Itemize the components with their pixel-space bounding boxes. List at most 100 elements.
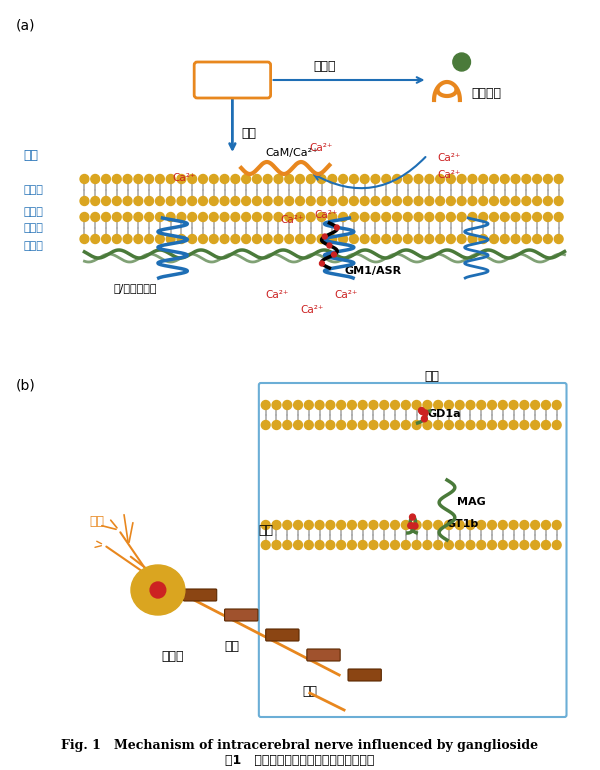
Text: CaM/Ca²⁺: CaM/Ca²⁺ bbox=[266, 148, 319, 158]
Circle shape bbox=[500, 175, 509, 183]
Circle shape bbox=[360, 175, 369, 183]
Circle shape bbox=[253, 213, 261, 222]
Text: PK II: PK II bbox=[214, 73, 250, 87]
Circle shape bbox=[328, 196, 337, 206]
Circle shape bbox=[80, 175, 89, 183]
Circle shape bbox=[466, 420, 475, 430]
Circle shape bbox=[542, 420, 550, 430]
Text: MAG: MAG bbox=[457, 497, 485, 507]
Circle shape bbox=[339, 235, 347, 243]
Circle shape bbox=[466, 521, 475, 530]
Circle shape bbox=[177, 175, 186, 183]
Circle shape bbox=[554, 175, 563, 183]
Text: Ca²⁺: Ca²⁺ bbox=[310, 143, 333, 153]
Circle shape bbox=[261, 541, 270, 550]
Circle shape bbox=[358, 541, 367, 550]
Circle shape bbox=[337, 400, 346, 410]
Circle shape bbox=[477, 400, 485, 410]
Circle shape bbox=[307, 175, 315, 183]
Circle shape bbox=[220, 175, 229, 183]
Circle shape bbox=[263, 213, 272, 222]
Circle shape bbox=[272, 420, 281, 430]
Circle shape bbox=[317, 213, 326, 222]
Circle shape bbox=[414, 196, 423, 206]
Text: 内核膜: 内核膜 bbox=[23, 223, 44, 233]
Circle shape bbox=[423, 420, 432, 430]
Circle shape bbox=[261, 400, 270, 410]
Circle shape bbox=[410, 514, 415, 520]
Circle shape bbox=[360, 235, 369, 243]
Text: 磷酸化: 磷酸化 bbox=[313, 60, 336, 73]
Circle shape bbox=[531, 400, 539, 410]
Text: (a): (a) bbox=[16, 18, 35, 32]
Circle shape bbox=[520, 420, 529, 430]
FancyBboxPatch shape bbox=[194, 62, 271, 98]
Circle shape bbox=[466, 541, 475, 550]
Circle shape bbox=[285, 235, 293, 243]
Circle shape bbox=[488, 400, 496, 410]
Text: 图1   神经节苷脂影响脑内神经系统的机制: 图1 神经节苷脂影响脑内神经系统的机制 bbox=[226, 754, 374, 766]
Circle shape bbox=[554, 196, 563, 206]
Circle shape bbox=[436, 235, 445, 243]
Text: 突触蛋白: 突触蛋白 bbox=[472, 86, 502, 99]
Circle shape bbox=[296, 235, 304, 243]
Circle shape bbox=[339, 175, 347, 183]
Text: 树突: 树突 bbox=[89, 515, 104, 528]
Circle shape bbox=[401, 420, 410, 430]
Circle shape bbox=[436, 196, 445, 206]
Text: GM1/ASR: GM1/ASR bbox=[344, 266, 401, 276]
Circle shape bbox=[371, 235, 380, 243]
Circle shape bbox=[445, 541, 454, 550]
Circle shape bbox=[91, 196, 100, 206]
Circle shape bbox=[272, 541, 281, 550]
Circle shape bbox=[283, 541, 292, 550]
Circle shape bbox=[272, 400, 281, 410]
Circle shape bbox=[337, 541, 346, 550]
Circle shape bbox=[511, 213, 520, 222]
Circle shape bbox=[123, 175, 132, 183]
Circle shape bbox=[317, 175, 326, 183]
Circle shape bbox=[307, 213, 315, 222]
Circle shape bbox=[554, 235, 563, 243]
Circle shape bbox=[150, 582, 166, 598]
Circle shape bbox=[408, 523, 413, 528]
Circle shape bbox=[500, 213, 509, 222]
Circle shape bbox=[315, 521, 324, 530]
Circle shape bbox=[188, 235, 197, 243]
Circle shape bbox=[188, 196, 197, 206]
Circle shape bbox=[479, 235, 488, 243]
Circle shape bbox=[188, 175, 197, 183]
Circle shape bbox=[455, 420, 464, 430]
Circle shape bbox=[446, 213, 455, 222]
Text: Ca²⁺: Ca²⁺ bbox=[300, 305, 323, 315]
Circle shape bbox=[285, 213, 293, 222]
Circle shape bbox=[155, 235, 164, 243]
Circle shape bbox=[166, 213, 175, 222]
Circle shape bbox=[231, 235, 240, 243]
Circle shape bbox=[392, 196, 401, 206]
Circle shape bbox=[446, 175, 455, 183]
Circle shape bbox=[414, 175, 423, 183]
Circle shape bbox=[445, 420, 454, 430]
Circle shape bbox=[425, 175, 434, 183]
Circle shape bbox=[509, 400, 518, 410]
Circle shape bbox=[242, 213, 251, 222]
Circle shape bbox=[509, 420, 518, 430]
Circle shape bbox=[199, 175, 208, 183]
Circle shape bbox=[231, 196, 240, 206]
Circle shape bbox=[392, 175, 401, 183]
Circle shape bbox=[220, 213, 229, 222]
Circle shape bbox=[209, 175, 218, 183]
Circle shape bbox=[412, 420, 421, 430]
Text: Ca²⁺: Ca²⁺ bbox=[437, 153, 461, 163]
Text: P: P bbox=[458, 57, 465, 67]
Circle shape bbox=[339, 196, 347, 206]
FancyBboxPatch shape bbox=[266, 629, 299, 641]
Circle shape bbox=[423, 521, 432, 530]
Circle shape bbox=[544, 235, 552, 243]
Circle shape bbox=[468, 175, 477, 183]
Circle shape bbox=[382, 235, 391, 243]
Text: Fig. 1   Mechanism of intracerebral nerve influenced by ganglioside: Fig. 1 Mechanism of intracerebral nerve … bbox=[61, 738, 539, 752]
Circle shape bbox=[490, 235, 499, 243]
Circle shape bbox=[242, 196, 251, 206]
